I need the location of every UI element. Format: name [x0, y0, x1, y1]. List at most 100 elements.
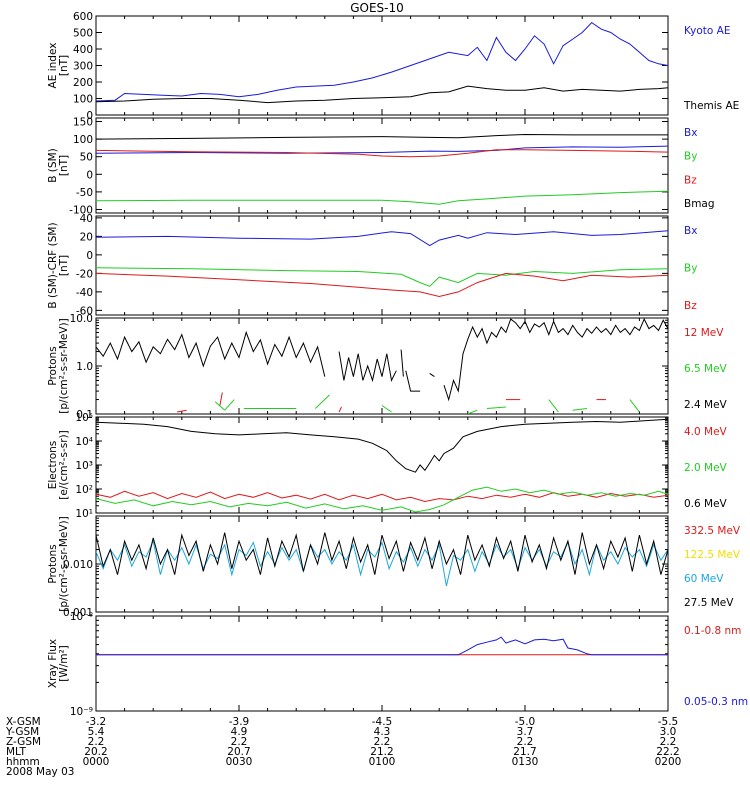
panel-bsm: -100 -50 0 50 100 150 B (SM) [nT] Bx By Bz Bmag — [47, 117, 715, 217]
y-tick-label: 50 — [80, 152, 93, 164]
footer-value-hhmm: 0030 — [226, 756, 253, 768]
y-tick-label: 400 — [73, 44, 93, 56]
y-tick-label: 150 — [73, 117, 93, 129]
footer-value-mlt: 22.2 — [656, 746, 679, 758]
legend-by: By — [684, 263, 697, 275]
y-tick-label: 300 — [73, 61, 93, 73]
y-axis-label: [p/(cm²-s-sr-MeV)] — [58, 318, 70, 413]
series-line-6-5-mev — [572, 408, 588, 411]
series-line-6-5-mev — [381, 405, 392, 413]
y-tick-label: 0 — [86, 250, 93, 262]
y-axis-label: AE index — [47, 43, 59, 89]
y-tick-label: 0.010 — [63, 559, 93, 571]
legend-2-0-mev: 2.0 MeV — [684, 462, 728, 474]
footer-value-mlt: 20.2 — [84, 746, 107, 758]
legend-0-1-0-8-nm: 0.1-0.8 nm — [684, 625, 741, 637]
series-line-6-5-mev — [629, 399, 640, 413]
footer-value-z: 2.2 — [660, 736, 677, 748]
series-line-12-mev — [338, 406, 342, 413]
series-line-bx — [96, 230, 668, 247]
footer-row-label: MLT — [6, 746, 26, 758]
y-tick-label: 10⁻⁹ — [70, 706, 93, 718]
series-line-27-5-mev — [96, 532, 668, 575]
footer-value-y: 4.9 — [231, 726, 248, 738]
footer-value-z: 2.2 — [374, 736, 391, 748]
series-line-2-4-mev — [429, 372, 435, 378]
y-axis-label: [nT] — [58, 55, 70, 76]
footer-value-hhmm: 0100 — [369, 756, 396, 768]
footer-date: 2008 May 03 — [6, 766, 74, 778]
y-tick-label: 10¹ — [75, 508, 93, 520]
y-axis-label: Protons — [47, 346, 59, 385]
series-line-2-4-mev — [400, 349, 404, 377]
footer-value-x: -4.5 — [372, 716, 393, 728]
y-tick-label: 0 — [86, 110, 93, 122]
series-line-6-5-mev — [548, 399, 559, 413]
y-axis-label: B (SM)-CRF (SM) — [47, 222, 59, 308]
series-line-bx — [96, 145, 668, 154]
series-line-by — [96, 190, 668, 205]
panel-frame — [95, 317, 669, 415]
y-tick-label: 10⁵ — [75, 412, 93, 424]
panel-protons_low: 0.1 1.0 10.0 Protons [p/(cm²-s-sr-MeV)] 12 Me… — [47, 313, 728, 421]
footer-value-hhmm: 0000 — [83, 756, 110, 768]
legend-122-5-mev: 122.5 MeV — [684, 549, 741, 561]
panel-frame — [95, 215, 669, 316]
footer-value-z: 2.2 — [88, 736, 105, 748]
series-line-6-5-mev — [467, 409, 478, 414]
legend-60-mev: 60 MeV — [684, 573, 724, 585]
legend-4-0-mev: 4.0 MeV — [684, 426, 728, 438]
legend-2-4-mev: 2.4 MeV — [684, 399, 728, 411]
series-line-0-05-0-3-nm — [96, 636, 668, 656]
footer-row-label: Z-GSM — [6, 736, 41, 748]
y-tick-label: 40 — [80, 213, 93, 225]
y-tick-label: -40 — [76, 287, 93, 299]
legend-332-5-mev: 332.5 MeV — [684, 525, 741, 537]
y-tick-label: 10⁻⁸ — [70, 611, 93, 623]
y-tick-label: 200 — [73, 77, 93, 89]
series-line-6-5-mev — [314, 394, 330, 409]
footer-row-label: Y-GSM — [5, 726, 39, 738]
y-tick-label: 10³ — [75, 460, 93, 472]
panel-electrons: 10¹ 10² 10³ 10⁴ 10⁵ Electrons [e/(cm²-s-sr)] 4.… — [47, 412, 728, 520]
y-tick-label: -100 — [69, 204, 93, 216]
footer-value-x: -5.5 — [658, 716, 679, 728]
legend-bx: Bx — [684, 127, 697, 139]
footer-value-hhmm: 0200 — [655, 756, 682, 768]
panel-frame — [95, 416, 669, 514]
panel-frame — [95, 15, 669, 116]
series-line-themis-ae — [96, 85, 668, 104]
legend-kyoto-ae: Kyoto AE — [684, 25, 730, 37]
y-axis-label: [p/(cm²-s-sr-MeV)] — [58, 516, 70, 611]
y-tick-label: 0.001 — [63, 607, 93, 619]
panel-frame — [95, 615, 669, 712]
y-axis-label: [e/(cm²-s-sr)] — [58, 430, 70, 499]
y-tick-label: 10.0 — [70, 313, 93, 325]
footer-value-z: 2.2 — [231, 736, 248, 748]
panel-frame — [95, 515, 669, 613]
y-tick-label: -50 — [76, 187, 93, 199]
series-line-bz — [96, 272, 668, 298]
figure-title: GOES-10 — [350, 1, 404, 15]
y-axis-label: [W/m²] — [58, 645, 70, 682]
series-line-6-5-mev — [214, 401, 226, 411]
series-line-12-mev — [176, 409, 187, 413]
footer-row-label: X-GSM — [6, 716, 41, 728]
series-line-12-mev — [219, 392, 223, 406]
series-line-6-5-mev — [224, 399, 235, 411]
series-line-0-6-mev — [96, 418, 668, 473]
series-line-bmag — [96, 133, 668, 140]
y-tick-label: -20 — [76, 268, 93, 280]
y-tick-label: 10⁴ — [75, 436, 93, 448]
y-tick-label: 500 — [73, 28, 93, 40]
panel-frame — [95, 117, 669, 214]
y-tick-label: 1.0 — [76, 361, 93, 373]
footer-value-x: -5.0 — [515, 716, 536, 728]
legend-12-mev: 12 MeV — [684, 327, 724, 339]
series-line-2-4-mev — [443, 318, 668, 402]
y-tick-label: -60 — [76, 305, 93, 317]
